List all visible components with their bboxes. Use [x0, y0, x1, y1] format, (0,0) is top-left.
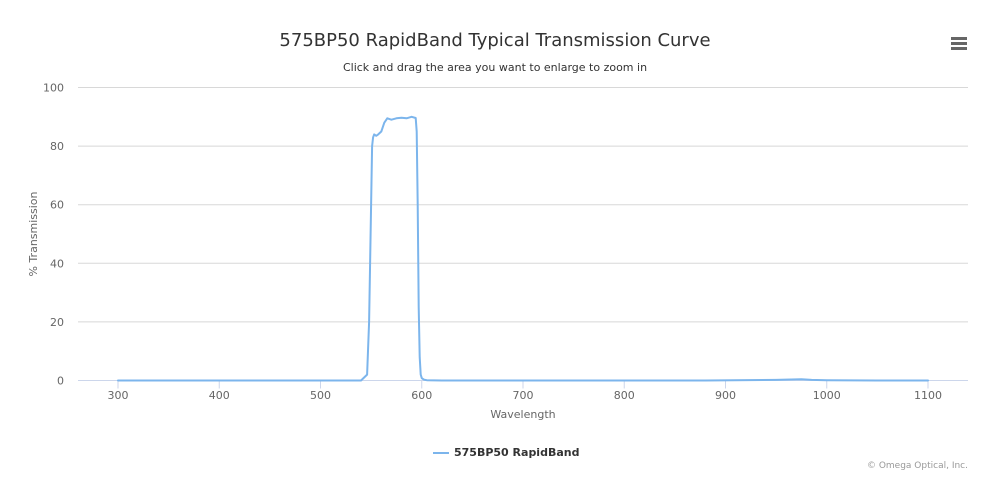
legend-swatch [433, 451, 449, 454]
x-tick-label: 900 [715, 389, 736, 402]
grid-lines [78, 87, 968, 323]
x-tick-label: 600 [411, 389, 432, 402]
x-tick-label: 400 [209, 389, 230, 402]
y-axis-ticks: 0 20 40 60 80 100 [43, 82, 64, 388]
chart-subtitle: Click and drag the area you want to enla… [342, 61, 648, 74]
x-tick-label: 800 [614, 389, 635, 402]
x-tick-label: 1100 [914, 389, 942, 402]
y-tick-label: 80 [50, 140, 64, 153]
x-tick-label: 700 [513, 389, 534, 402]
y-tick-label: 20 [50, 316, 64, 329]
credits[interactable]: © Omega Optical, Inc. [866, 461, 968, 471]
series-line[interactable] [117, 115, 929, 382]
x-tick-label: 500 [310, 389, 331, 402]
x-tick-label: 300 [108, 389, 129, 402]
y-axis-title: % Transmission [27, 191, 40, 276]
x-axis-ticks: 300 400 500 600 700 800 900 1000 1100 [108, 380, 942, 402]
x-tick-label: 1000 [813, 389, 841, 402]
y-tick-label: 0 [57, 375, 64, 388]
legend-item[interactable]: 575BP50 RapidBand [433, 446, 579, 459]
chart-title: 575BP50 RapidBand Typical Transmission C… [279, 30, 711, 51]
series-layer [117, 115, 929, 382]
y-tick-label: 40 [50, 257, 64, 270]
y-tick-label: 60 [50, 199, 64, 212]
x-axis-title: Wavelength [490, 408, 555, 421]
context-menu-button[interactable] [948, 35, 970, 53]
y-tick-label: 100 [43, 82, 64, 95]
hamburger-menu-icon [951, 37, 967, 51]
legend-label: 575BP50 RapidBand [454, 446, 580, 459]
